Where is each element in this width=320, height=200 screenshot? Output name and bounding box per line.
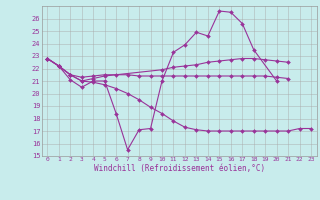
X-axis label: Windchill (Refroidissement éolien,°C): Windchill (Refroidissement éolien,°C) <box>94 164 265 173</box>
